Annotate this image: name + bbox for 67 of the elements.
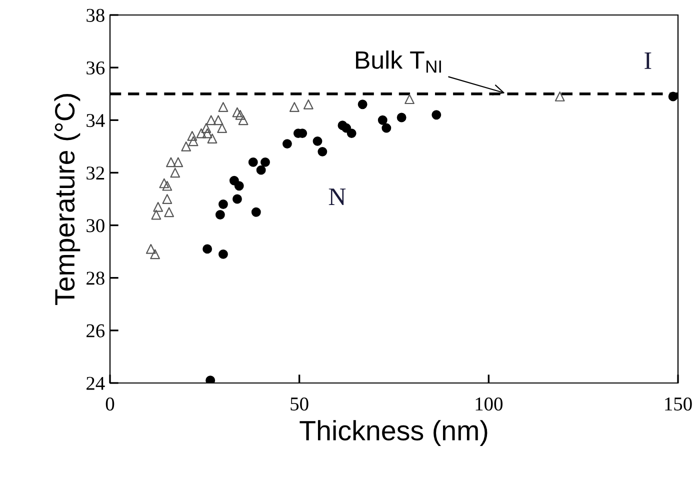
point (260, 157, 270, 167)
point (218, 102, 228, 112)
point (170, 168, 180, 178)
point (235, 110, 246, 120)
point (303, 99, 314, 110)
annotation: I (644, 52, 652, 69)
point (151, 210, 162, 220)
point (206, 376, 216, 383)
point (187, 130, 198, 141)
y-tick-label: 34 (86, 114, 105, 128)
point (207, 134, 218, 144)
point (234, 181, 244, 191)
point (358, 100, 368, 110)
y-axis-title: Temperature (°C) (54, 94, 80, 306)
point (201, 123, 212, 133)
point (159, 178, 170, 188)
point (188, 136, 198, 146)
point (432, 110, 442, 120)
point (196, 128, 206, 138)
point (404, 94, 414, 104)
point (213, 115, 224, 126)
point (218, 249, 228, 259)
point (289, 102, 300, 112)
point (181, 141, 192, 152)
point (346, 128, 356, 138)
point (166, 157, 176, 168)
point (396, 112, 406, 122)
point (202, 244, 212, 254)
y-tick-label: 32 (86, 166, 104, 180)
x-tick-label: 0 (106, 397, 114, 411)
point (162, 194, 172, 204)
point (150, 249, 160, 260)
point (146, 244, 156, 254)
y-tick-label: 26 (86, 324, 105, 338)
point (378, 115, 388, 125)
ref-line-label: Bulk T$_{NI}$ (356, 50, 441, 73)
point (173, 157, 184, 168)
point (232, 194, 242, 204)
y-tick-label: 28 (86, 272, 104, 285)
point (382, 123, 392, 133)
point (217, 123, 228, 133)
point (153, 202, 164, 212)
y-tick-label: 38 (86, 8, 104, 22)
point (668, 92, 678, 102)
annotation: N (328, 188, 346, 206)
point (318, 146, 328, 156)
y-tick-label: 30 (86, 219, 104, 232)
point (251, 207, 261, 217)
point (232, 107, 242, 118)
point (202, 128, 212, 138)
point (282, 139, 292, 149)
point (206, 115, 216, 126)
point (238, 115, 248, 126)
x-tick-label: 100 (476, 397, 503, 411)
x-axis-title: Thickness (nm) (300, 420, 488, 446)
point (312, 136, 322, 146)
point (164, 207, 174, 218)
point (248, 157, 258, 167)
y-tick-label: 36 (86, 61, 105, 75)
point (218, 200, 228, 209)
point (256, 165, 266, 175)
point (162, 180, 172, 191)
point (215, 210, 225, 220)
x-tick-label: 150 (665, 397, 692, 411)
point (554, 92, 565, 102)
x-tick-label: 50 (290, 397, 308, 411)
y-tick-label: 24 (86, 376, 105, 390)
